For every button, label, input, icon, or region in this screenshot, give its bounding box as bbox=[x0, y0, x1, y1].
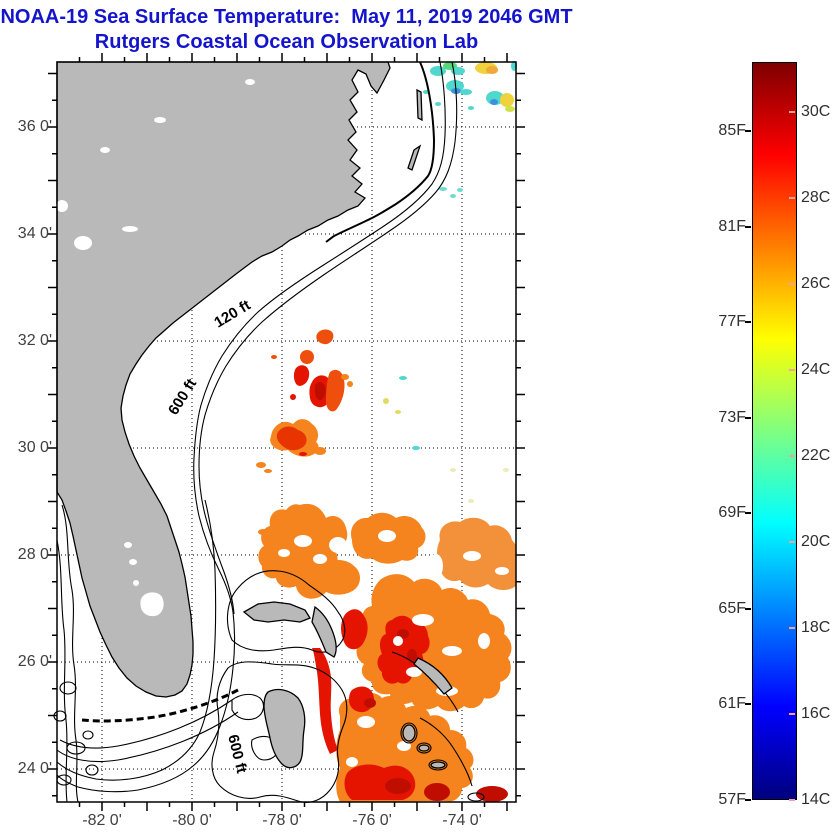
axis-ticks bbox=[48, 53, 525, 811]
colorbar-c-label: 16C bbox=[801, 705, 831, 722]
sst-speckles-midbasin bbox=[383, 376, 509, 532]
colorbar-c-tick bbox=[789, 713, 795, 715]
colorbar-f-label: 77F bbox=[718, 313, 746, 331]
lake-okeechobee bbox=[140, 592, 164, 617]
colorbar-c-tick bbox=[789, 283, 795, 285]
sst-warm-field bbox=[258, 503, 516, 802]
contour-label-120ft: 120 ft bbox=[211, 297, 253, 332]
land-andros bbox=[263, 688, 306, 769]
land-outer-banks bbox=[325, 61, 436, 243]
colorbar-c-tick bbox=[789, 455, 795, 457]
x-tick-label: -82 0' bbox=[82, 812, 122, 829]
colorbar-c-tick bbox=[789, 369, 795, 371]
y-tick-label: 26 0' bbox=[17, 653, 52, 670]
colorbar-f-tick bbox=[745, 416, 751, 419]
colorbar-f-tick bbox=[745, 798, 751, 801]
contour-label-600ft: 600 ft bbox=[165, 376, 200, 418]
x-tick-label: -80 0' bbox=[172, 812, 212, 829]
colorbar-c-label: 14C bbox=[801, 791, 831, 808]
colorbar-f-label: 73F bbox=[718, 408, 746, 426]
contour-label-bahama-600ft: 600 ft bbox=[224, 733, 250, 775]
colorbar-c-tick bbox=[789, 541, 795, 543]
colorbar-c-label: 28C bbox=[801, 189, 831, 206]
page-title: NOAA-19 Sea Surface Temperature: May 11,… bbox=[0, 6, 573, 28]
y-tick-label: 34 0' bbox=[17, 225, 52, 242]
colorbar-f-tick bbox=[745, 130, 751, 132]
colorbar-f-tick bbox=[745, 225, 751, 228]
map-frame bbox=[56, 61, 517, 803]
sst-data-patches bbox=[256, 61, 517, 802]
colorbar-c-tick bbox=[789, 627, 795, 629]
colorbar-c-label: 30C bbox=[801, 103, 831, 120]
y-tick-label: 30 0' bbox=[17, 439, 52, 456]
land-abaco bbox=[311, 605, 337, 658]
colorbar-c-label: 26C bbox=[801, 275, 831, 292]
land-us-mainland bbox=[56, 61, 391, 698]
colorbar-f-tick bbox=[745, 321, 751, 324]
colorbar-f-label: 81F bbox=[718, 217, 746, 235]
colorbar-c-label: 22C bbox=[801, 447, 831, 464]
colorbar-f-label: 65F bbox=[718, 599, 746, 617]
x-tick-label: -78 0' bbox=[262, 812, 302, 829]
colorbar-f-tick bbox=[745, 512, 751, 515]
colorbar-f-label: 69F bbox=[718, 504, 746, 522]
page-subtitle: Rutgers Coastal Ocean Observation Lab bbox=[94, 31, 479, 53]
colorbar-c-label: 18C bbox=[801, 619, 831, 636]
colorbar-c-tick bbox=[789, 197, 795, 199]
land-grand-bahama bbox=[242, 601, 311, 623]
x-tick-label: -76 0' bbox=[352, 812, 392, 829]
inland-lakes bbox=[56, 79, 255, 617]
x-tick-label: -74 0' bbox=[442, 812, 482, 829]
y-tick-label: 24 0' bbox=[17, 760, 52, 777]
y-tick-label: 28 0' bbox=[17, 546, 52, 563]
land-masses bbox=[56, 61, 453, 769]
colorbar-c-label: 24C bbox=[801, 361, 831, 378]
land-eleuthera bbox=[413, 657, 453, 695]
colorbar-f-tick bbox=[745, 703, 751, 706]
y-tick-label: 36 0' bbox=[17, 118, 52, 135]
land-florida-keys bbox=[81, 688, 239, 723]
temperature-colorbar bbox=[752, 62, 797, 800]
colorbar-f-label: 57F bbox=[718, 790, 746, 808]
sst-warm-filaments bbox=[256, 329, 353, 544]
colorbar-c-tick bbox=[789, 799, 795, 801]
colorbar-f-label: 61F bbox=[718, 695, 746, 713]
sst-speckles-northeast bbox=[423, 61, 517, 198]
colorbar-c-tick bbox=[789, 111, 795, 113]
colorbar-f-tick bbox=[745, 607, 751, 610]
colorbar-f-label: 85F bbox=[718, 122, 746, 139]
y-tick-label: 32 0' bbox=[17, 332, 52, 349]
colorbar-c-label: 20C bbox=[801, 533, 831, 550]
